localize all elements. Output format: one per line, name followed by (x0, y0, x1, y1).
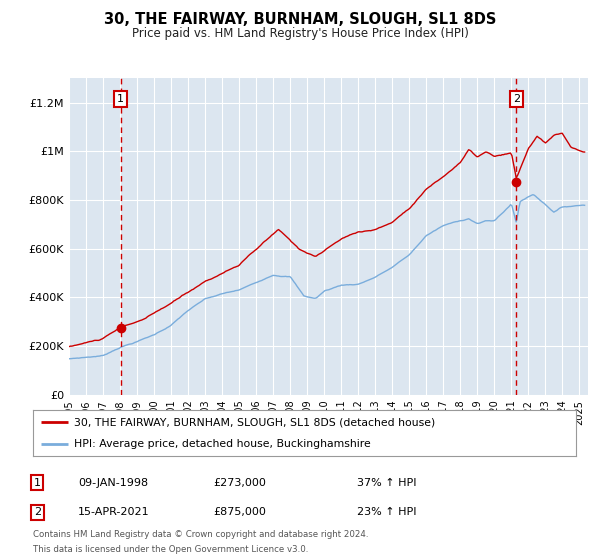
Text: Price paid vs. HM Land Registry's House Price Index (HPI): Price paid vs. HM Land Registry's House … (131, 27, 469, 40)
Text: HPI: Average price, detached house, Buckinghamshire: HPI: Average price, detached house, Buck… (74, 439, 370, 449)
Text: £875,000: £875,000 (213, 507, 266, 517)
Text: 30, THE FAIRWAY, BURNHAM, SLOUGH, SL1 8DS: 30, THE FAIRWAY, BURNHAM, SLOUGH, SL1 8D… (104, 12, 496, 27)
Text: 2: 2 (513, 94, 520, 104)
Text: 1: 1 (34, 478, 41, 488)
Text: 30, THE FAIRWAY, BURNHAM, SLOUGH, SL1 8DS (detached house): 30, THE FAIRWAY, BURNHAM, SLOUGH, SL1 8D… (74, 417, 435, 427)
Text: 1: 1 (117, 94, 124, 104)
Text: £273,000: £273,000 (213, 478, 266, 488)
Text: 37% ↑ HPI: 37% ↑ HPI (357, 478, 416, 488)
Text: 15-APR-2021: 15-APR-2021 (78, 507, 149, 517)
Text: This data is licensed under the Open Government Licence v3.0.: This data is licensed under the Open Gov… (33, 545, 308, 554)
Text: 23% ↑ HPI: 23% ↑ HPI (357, 507, 416, 517)
Text: Contains HM Land Registry data © Crown copyright and database right 2024.: Contains HM Land Registry data © Crown c… (33, 530, 368, 539)
Text: 09-JAN-1998: 09-JAN-1998 (78, 478, 148, 488)
Text: 2: 2 (34, 507, 41, 517)
